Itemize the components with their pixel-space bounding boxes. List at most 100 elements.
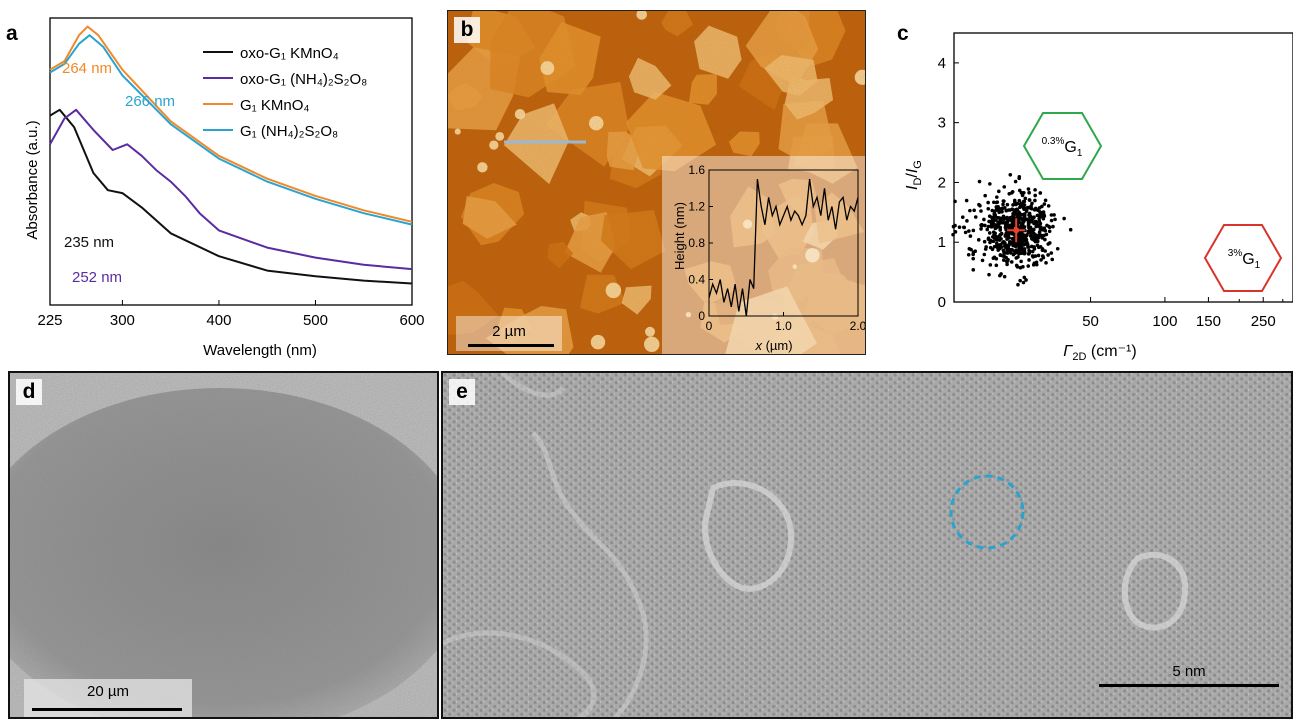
- absorbance-y-label: Absorbance (a.u.): [24, 120, 41, 239]
- raman-point: [1047, 229, 1052, 234]
- raman-point: [1010, 241, 1014, 245]
- raman-point: [1039, 214, 1044, 219]
- raman-point: [1050, 257, 1055, 262]
- raman-point: [1010, 221, 1015, 226]
- raman-point: [982, 239, 987, 244]
- raman-point: [1027, 198, 1032, 202]
- tem-defects: [443, 373, 1189, 717]
- absorbance-ticks: 225 300 400 500 600: [37, 300, 425, 329]
- raman-point: [1044, 261, 1048, 265]
- raman-point: [1017, 249, 1022, 253]
- raman-point: [1010, 231, 1014, 236]
- raman-point: [1036, 253, 1041, 258]
- raman-point: [1018, 205, 1022, 210]
- raman-x-main: Γ: [1063, 343, 1073, 360]
- peak-annotation-252: 252 nm: [72, 269, 122, 286]
- raman-point: [963, 230, 968, 235]
- raman-point: [1042, 214, 1047, 218]
- x-tick-label: 0: [706, 319, 713, 333]
- y-tick-label: 0: [938, 294, 946, 311]
- raman-point: [1010, 215, 1014, 220]
- x-tick-label: 500: [303, 312, 328, 329]
- raman-point: [1033, 198, 1037, 203]
- afm-image: [448, 11, 865, 354]
- raman-point: [1013, 179, 1018, 184]
- tem-scale-bar-label: 5 nm: [1172, 663, 1206, 680]
- raman-point: [977, 179, 982, 184]
- raman-point: [1037, 219, 1042, 224]
- x-tick-label: 50: [1082, 313, 1099, 330]
- raman-point: [960, 215, 965, 219]
- raman-point: [1036, 245, 1041, 250]
- raman-point: [1025, 232, 1029, 237]
- raman-point: [1021, 280, 1026, 285]
- raman-point: [1017, 188, 1022, 193]
- raman-point: [1012, 198, 1017, 203]
- afm-scale-bar-label: 2 µm: [492, 323, 526, 340]
- absorbance-series-line: [49, 108, 413, 285]
- panel-c-label: c: [897, 22, 909, 45]
- raman-point: [1024, 217, 1028, 222]
- raman-point: [1022, 242, 1026, 247]
- raman-point: [983, 193, 987, 198]
- hex-green-sub: 1: [1077, 148, 1083, 159]
- height-profile-x-var: x: [754, 338, 762, 353]
- raman-point: [1033, 193, 1037, 198]
- raman-point: [966, 252, 971, 257]
- raman-point: [1035, 208, 1040, 212]
- raman-point: [987, 219, 991, 224]
- raman-point: [993, 213, 998, 217]
- height-profile-x-unit: (µm): [762, 338, 793, 353]
- peak-annotation-266: 266 nm: [125, 93, 175, 110]
- absorbance-x-label: Wavelength (nm): [203, 342, 317, 359]
- raman-point: [997, 210, 1001, 215]
- raman-point: [987, 231, 992, 235]
- raman-point: [1017, 239, 1022, 243]
- y-tick-label: 2: [938, 174, 946, 191]
- raman-point: [1062, 216, 1066, 221]
- raman-point: [987, 214, 992, 218]
- raman-point: [1026, 187, 1031, 191]
- raman-point: [1042, 202, 1047, 206]
- hex-green-text: G: [1064, 139, 1076, 156]
- tem-image-panel: e 5 nm: [441, 371, 1293, 719]
- raman-point: [998, 232, 1003, 237]
- raman-point: [1005, 262, 1009, 267]
- raman-point: [1030, 249, 1035, 254]
- raman-point: [990, 247, 995, 252]
- raman-point: [1000, 209, 1004, 214]
- raman-point: [1017, 210, 1021, 214]
- raman-point: [965, 219, 969, 223]
- raman-point: [1027, 212, 1032, 217]
- raman-point: [1030, 235, 1035, 239]
- raman-point: [983, 223, 987, 228]
- x-tick-label: 225: [37, 312, 62, 329]
- raman-point: [1023, 196, 1028, 201]
- raman-point: [1048, 241, 1052, 245]
- raman-point: [1021, 190, 1026, 195]
- raman-point: [1015, 201, 1020, 206]
- raman-point: [1041, 210, 1045, 215]
- raman-point: [1027, 249, 1032, 254]
- x-tick-label: 2.0: [850, 319, 866, 333]
- hex-green-sup: 0.3%: [1042, 136, 1065, 147]
- legend-label-4: G₁ (NH₄)₂S₂O₈: [240, 123, 338, 140]
- raman-point: [986, 236, 991, 240]
- height-profile-y-label: Height (nm): [672, 202, 687, 270]
- y-tick-label: 0.4: [688, 273, 705, 287]
- absorbance-axes: [49, 17, 413, 306]
- raman-point: [1019, 259, 1023, 264]
- raman-point: [968, 234, 973, 238]
- raman-x-sub: 2D: [1072, 351, 1086, 363]
- raman-point: [998, 227, 1003, 232]
- raman-point: [1029, 244, 1034, 249]
- raman-point: [1010, 189, 1015, 194]
- raman-point: [1049, 251, 1054, 255]
- raman-point: [1037, 233, 1042, 238]
- raman-point: [1026, 223, 1031, 228]
- raman-point: [994, 263, 999, 268]
- raman-point: [953, 230, 958, 234]
- sem-scale-bar: [32, 708, 182, 711]
- raman-point: [1006, 236, 1011, 240]
